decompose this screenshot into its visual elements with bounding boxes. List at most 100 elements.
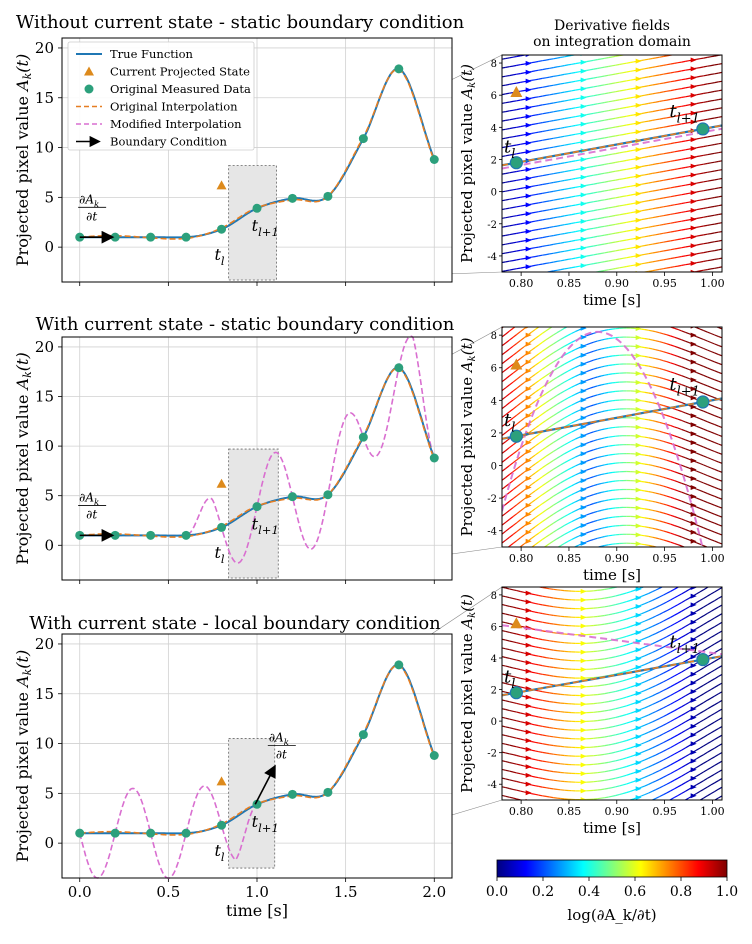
streamline-segment — [626, 70, 631, 73]
streamline-arrow — [525, 493, 532, 499]
streamline-segment — [549, 477, 554, 482]
streamline-segment — [594, 556, 598, 557]
streamline-segment — [677, 499, 682, 502]
streamline-segment — [714, 90, 719, 92]
streamline-segment — [520, 63, 525, 66]
streamline-segment — [505, 101, 510, 104]
streamline-segment — [582, 496, 587, 500]
streamline-segment — [692, 120, 697, 123]
streamline-segment — [696, 315, 700, 316]
streamline-segment — [663, 485, 668, 488]
streamline-segment — [571, 474, 576, 478]
streamline-segment — [534, 87, 539, 90]
streamline-segment — [652, 527, 657, 530]
streamline-segment — [582, 362, 587, 365]
streamline-segment — [619, 72, 624, 74]
streamline-segment — [619, 213, 624, 216]
streamline-segment — [528, 36, 532, 37]
streamline-segment — [586, 166, 591, 169]
streamline-segment — [575, 383, 580, 386]
streamline-segment — [600, 329, 605, 332]
streamline-segment — [696, 190, 701, 193]
streamline-segment — [560, 65, 565, 67]
streamline-segment — [553, 128, 558, 131]
streamline-segment — [604, 499, 609, 502]
streamline-segment — [590, 317, 594, 318]
streamline-segment — [553, 110, 558, 113]
streamline-segment — [710, 485, 715, 488]
streamline-segment — [674, 19, 678, 20]
streamline-segment — [567, 90, 572, 93]
streamline-segment — [663, 333, 668, 336]
streamline-segment — [543, 545, 547, 547]
streamline-segment — [556, 162, 561, 165]
streamline-segment — [674, 221, 679, 224]
streamline-segment — [597, 491, 602, 495]
streamline-segment — [553, 297, 557, 298]
streamline-segment — [648, 392, 653, 395]
streamline-segment — [564, 379, 569, 383]
streamline-segment — [663, 81, 668, 84]
streamline-segment — [583, 309, 587, 310]
streamline-segment — [564, 433, 569, 437]
streamline-segment — [663, 12, 667, 13]
streamline-segment — [615, 161, 620, 163]
streamline-segment — [656, 565, 660, 566]
streamline-segment — [670, 168, 675, 171]
streamline-segment — [685, 86, 690, 89]
streamline-segment — [575, 62, 580, 65]
streamline-segment — [718, 204, 722, 207]
streamline-segment — [589, 386, 594, 389]
streamline-segment — [527, 367, 532, 372]
streamline-segment — [666, 477, 671, 480]
streamline-segment — [542, 573, 546, 576]
streamline-segment — [711, 549, 715, 550]
streamline-segment — [593, 394, 598, 397]
streamline-segment — [663, 395, 668, 399]
streamline-segment — [586, 405, 591, 409]
streamline-segment — [534, 416, 540, 420]
streamline-segment — [505, 411, 510, 416]
streamline-segment — [561, 296, 565, 297]
streamline-segment — [564, 487, 569, 491]
streamline-segment — [597, 252, 602, 255]
measured-point — [110, 530, 120, 540]
streamline-segment — [520, 294, 524, 295]
streamline-segment — [674, 533, 679, 537]
streamline-segment — [681, 211, 686, 213]
streamline-segment — [579, 53, 583, 54]
streamline-segment — [710, 539, 715, 542]
streamline-segment — [670, 532, 675, 535]
streamline-segment — [667, 312, 671, 313]
streamline-segment — [674, 212, 679, 215]
streamline-segment — [586, 237, 591, 239]
streamline-segment — [534, 237, 539, 240]
streamline-segment — [589, 350, 594, 353]
streamline-segment — [703, 207, 708, 209]
streamline-segment — [710, 377, 715, 381]
streamline-segment — [611, 241, 616, 244]
y-tick-label: 15 — [35, 685, 54, 703]
streamline-segment — [718, 524, 722, 527]
streamline-segment — [663, 539, 668, 542]
streamline-segment — [689, 299, 693, 300]
streamline-segment — [608, 337, 613, 340]
streamline-segment — [545, 453, 551, 457]
streamline-segment — [528, 275, 532, 276]
streamline-segment — [692, 253, 697, 256]
streamline-segment — [611, 206, 616, 208]
streamline-segment — [707, 30, 711, 31]
measured-point — [181, 828, 191, 838]
streamline-segment — [630, 105, 635, 108]
streamline-segment — [648, 102, 653, 104]
streamline-segment — [520, 98, 525, 101]
streamline-segment — [516, 134, 521, 137]
streamline-segment — [516, 411, 521, 416]
streamline-segment — [509, 189, 514, 192]
streamline-segment — [615, 240, 620, 243]
x-tick-label: 2.0 — [422, 883, 446, 901]
streamline-segment — [714, 55, 719, 57]
streamline-segment — [707, 135, 712, 138]
streamline-segment — [538, 458, 543, 462]
streamline-segment — [502, 405, 507, 410]
